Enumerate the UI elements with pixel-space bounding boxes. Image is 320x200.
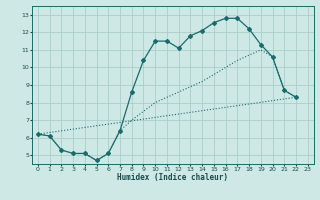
X-axis label: Humidex (Indice chaleur): Humidex (Indice chaleur) <box>117 173 228 182</box>
